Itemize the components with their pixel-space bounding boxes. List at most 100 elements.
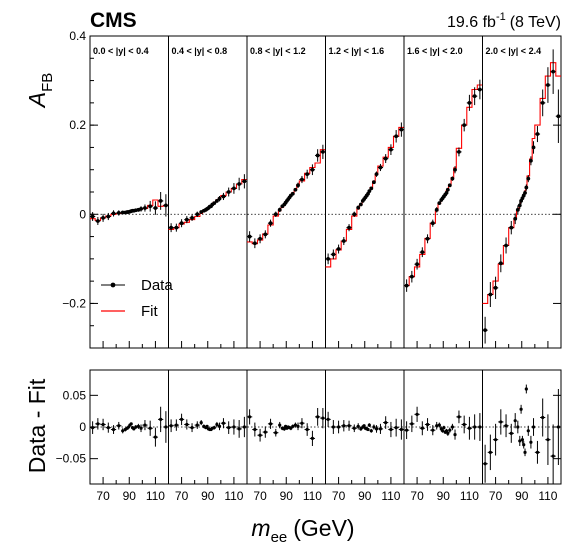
x-tick-label: 70	[332, 489, 346, 503]
data-point	[221, 194, 226, 199]
top-ytick-label: 0	[79, 207, 86, 221]
residual-point	[518, 439, 522, 443]
residual-point	[493, 438, 498, 442]
residual-point	[520, 438, 525, 442]
luminosity-label: 19.6 fb-1 (8 TeV)	[447, 11, 561, 31]
data-point	[163, 203, 168, 208]
residual-point	[366, 427, 370, 432]
residual-point	[217, 424, 222, 428]
residual-point	[378, 427, 383, 431]
data-point	[148, 204, 153, 209]
residual-point	[410, 422, 414, 426]
data-point	[513, 216, 518, 221]
residual-point	[336, 425, 341, 429]
residual-point	[310, 436, 315, 440]
residual-point	[369, 429, 373, 433]
x-tick-label: 90	[358, 489, 372, 503]
residual-point	[347, 424, 351, 428]
data-point	[190, 215, 194, 220]
legend-data-label: Data	[141, 277, 173, 294]
xlabel-sub: ee	[271, 529, 288, 546]
data-point	[331, 252, 336, 257]
data-point	[504, 243, 508, 248]
residual-point	[169, 424, 173, 428]
rapidity-range-label: 2.0 < |y| < 2.4	[486, 46, 542, 56]
lumi-energy: (8 TeV)	[510, 14, 561, 31]
rapidity-range-label: 1.6 < |y| < 2.0	[407, 46, 463, 56]
data-point	[232, 186, 236, 191]
residual-point	[227, 426, 231, 430]
residual-point	[199, 420, 203, 425]
legend: Data Fit	[101, 277, 173, 320]
residual-point	[134, 425, 138, 429]
residual-point	[185, 422, 189, 427]
data-point	[90, 214, 95, 219]
rapidity-range-label: 0.0 < |y| < 0.4	[93, 46, 149, 56]
data-point	[95, 219, 100, 223]
data-point	[217, 196, 222, 201]
x-tick-label: 70	[410, 489, 424, 503]
residual-point	[362, 424, 366, 428]
data-point	[143, 206, 147, 210]
data-point	[184, 217, 189, 222]
residual-point	[253, 427, 257, 432]
data-point	[546, 83, 550, 87]
top-ylabel: AFB	[24, 73, 56, 110]
residual-point	[300, 421, 304, 425]
xlabel-unit: (GeV)	[293, 515, 354, 541]
residual-point	[531, 425, 536, 429]
data-point	[326, 256, 331, 261]
residual-point	[523, 450, 527, 454]
residual-point	[215, 422, 219, 427]
data-point	[369, 186, 374, 191]
residual-point	[462, 422, 466, 427]
residual-point	[504, 424, 508, 428]
residual-point	[129, 422, 133, 426]
data-point	[296, 183, 300, 188]
residual-point	[91, 426, 95, 430]
residual-point	[121, 429, 125, 433]
data-point	[425, 236, 430, 241]
residual-point	[291, 424, 295, 428]
x-tick-label: 110	[303, 489, 322, 503]
residual-point	[342, 424, 346, 428]
data-point	[415, 262, 419, 267]
data-point	[477, 87, 482, 92]
residual-point	[237, 427, 241, 431]
residual-point	[282, 427, 286, 431]
data-point	[247, 234, 252, 239]
data-point	[378, 165, 383, 170]
residual-point	[205, 424, 209, 428]
data-point	[310, 167, 315, 172]
data-point	[277, 207, 282, 212]
data-point	[450, 176, 455, 181]
residual-point	[367, 423, 371, 427]
top-ylabel-main: A	[24, 92, 50, 109]
residual-point	[399, 427, 403, 432]
residual-point	[374, 427, 379, 431]
data-point	[300, 177, 304, 182]
data-point	[420, 250, 425, 255]
data-point	[399, 127, 404, 132]
x-tick-label: 70	[175, 489, 189, 503]
legend-fit-label: Fit	[141, 303, 158, 320]
data-point	[430, 221, 435, 226]
data-point	[120, 210, 125, 215]
residual-point	[263, 430, 267, 434]
data-point	[374, 172, 379, 177]
residual-point	[473, 425, 477, 429]
residual-point	[274, 431, 278, 435]
data-point	[195, 212, 200, 217]
bottom-ytick-label: −0.05	[56, 452, 87, 466]
data-point	[336, 247, 341, 251]
residual-point	[499, 420, 503, 424]
residual-point	[453, 433, 457, 437]
data-point	[556, 114, 561, 119]
data-point	[367, 189, 372, 194]
top-ytick-label: 0.4	[69, 29, 86, 43]
residual-point	[117, 424, 121, 428]
residual-point	[450, 425, 455, 429]
data-point	[347, 225, 351, 230]
data-point	[383, 156, 388, 161]
